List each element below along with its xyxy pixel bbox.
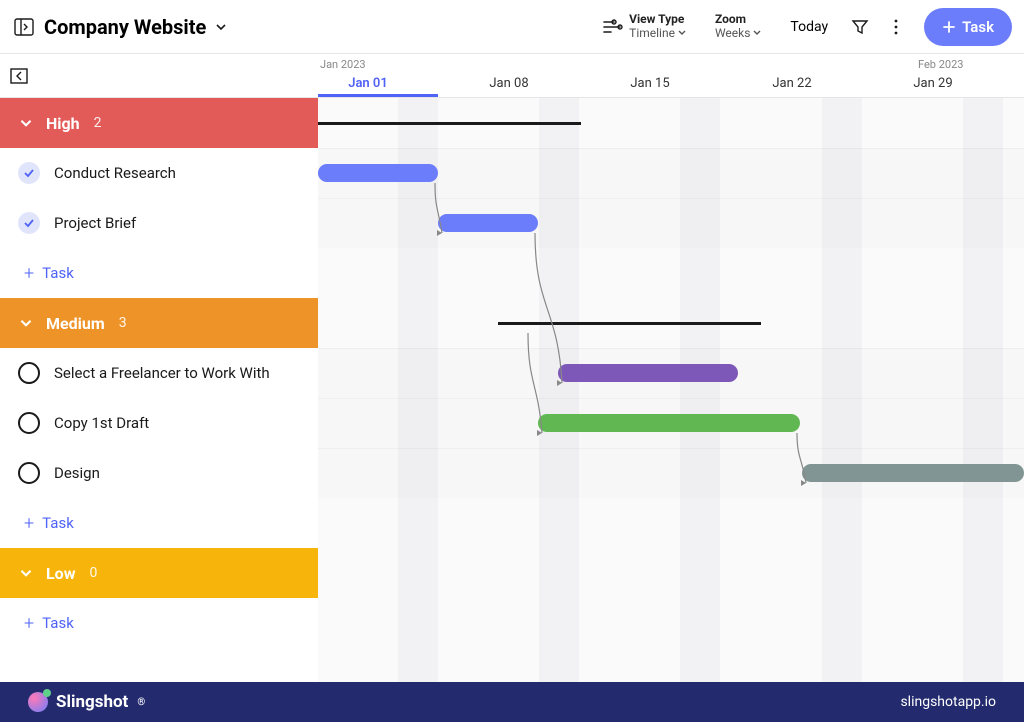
zoom-value: Weeks — [715, 27, 750, 40]
task-list-panel: High 2 Conduct Research Project Brief + Task… — [0, 54, 318, 682]
timeline-day-label[interactable]: Jan 29 — [913, 76, 952, 91]
add-task-label: Task — [962, 18, 994, 36]
add-task-label: Task — [42, 514, 74, 532]
task-check-done-icon[interactable] — [18, 162, 40, 184]
chevron-down-icon — [18, 315, 34, 331]
dependency-arrow — [787, 423, 822, 493]
gantt-bar[interactable] — [558, 364, 738, 382]
plus-icon: + — [24, 513, 34, 534]
collapse-panel-icon[interactable] — [10, 67, 28, 85]
timeline-day-label[interactable]: Jan 15 — [630, 76, 669, 91]
task-row[interactable]: Select a Freelancer to Work With — [0, 348, 318, 398]
view-type-value: Timeline — [629, 27, 675, 40]
task-check-done-icon[interactable] — [18, 212, 40, 234]
task-row[interactable]: Design — [0, 448, 318, 498]
gantt-bar[interactable] — [802, 464, 1024, 482]
group-count: 2 — [94, 115, 102, 131]
task-row[interactable]: Project Brief — [0, 198, 318, 248]
timeline-body[interactable] — [318, 98, 1024, 682]
chevron-down-icon — [18, 565, 34, 581]
dependency-arrow — [518, 323, 558, 443]
plus-icon: + — [24, 613, 34, 634]
task-check-open-icon[interactable] — [18, 462, 40, 484]
footer-url: slingshotapp.io — [900, 694, 996, 710]
timeline-panel: Jan 2023 Feb 2023 Jan 01 Jan 08 Jan 15 Jan 22… — [318, 54, 1024, 682]
view-type-selector[interactable]: View Type Timeline — [591, 13, 697, 39]
task-check-open-icon[interactable] — [18, 362, 40, 384]
chevron-down-icon — [677, 28, 687, 38]
chevron-down-icon — [752, 28, 762, 38]
group-header[interactable]: Low 0 — [0, 548, 318, 598]
group-header[interactable]: High 2 — [0, 98, 318, 148]
project-title-text: Company Website — [44, 15, 206, 39]
more-button[interactable] — [882, 13, 910, 41]
timeline-month-label: Feb 2023 — [918, 58, 963, 71]
dependency-arrow — [425, 173, 458, 243]
group-header[interactable]: Medium 3 — [0, 298, 318, 348]
add-task-button[interactable]: Task — [924, 8, 1012, 46]
zoom-selector[interactable]: Zoom Weeks — [705, 13, 772, 39]
group-name: High — [46, 114, 80, 133]
more-vertical-icon — [887, 18, 905, 36]
view-type-label: View Type — [629, 13, 687, 26]
timeline-day-label[interactable]: Jan 22 — [772, 76, 811, 91]
zoom-label: Zoom — [715, 13, 762, 26]
timeline-month-label: Jan 2023 — [320, 58, 366, 71]
task-label: Project Brief — [54, 214, 136, 232]
footer: Slingshot® slingshotapp.io — [0, 682, 1024, 722]
task-check-open-icon[interactable] — [18, 412, 40, 434]
sidebar-toggle-icon[interactable] — [12, 15, 36, 39]
footer-brand: Slingshot® — [28, 692, 145, 712]
task-row[interactable]: Copy 1st Draft — [0, 398, 318, 448]
plus-icon — [942, 20, 956, 34]
brand-logo-icon — [28, 692, 48, 712]
task-label: Copy 1st Draft — [54, 414, 149, 432]
timeline-header: Jan 2023 Feb 2023 Jan 01 Jan 08 Jan 15 Jan 22… — [318, 54, 1024, 98]
add-task-row[interactable]: + Task — [0, 598, 318, 648]
group-name: Low — [46, 564, 75, 583]
add-task-row[interactable]: + Task — [0, 498, 318, 548]
timeline-icon — [601, 16, 623, 38]
group-count: 0 — [89, 565, 97, 581]
today-button[interactable]: Today — [780, 19, 838, 35]
add-task-label: Task — [42, 614, 74, 632]
group-name: Medium — [46, 314, 105, 333]
filter-icon — [851, 18, 869, 36]
filter-button[interactable] — [846, 13, 874, 41]
task-label: Design — [54, 464, 100, 482]
task-label: Conduct Research — [54, 164, 176, 182]
timeline-day-label[interactable]: Jan 01 — [348, 76, 388, 91]
task-row[interactable]: Conduct Research — [0, 148, 318, 198]
gantt-bar[interactable] — [538, 414, 800, 432]
add-task-row[interactable]: + Task — [0, 248, 318, 298]
timeline-day-label[interactable]: Jan 08 — [489, 76, 528, 91]
gantt-bar[interactable] — [318, 164, 438, 182]
plus-icon: + — [24, 263, 34, 284]
today-label: Today — [790, 19, 828, 35]
chevron-down-icon — [214, 20, 228, 34]
chevron-down-icon — [18, 115, 34, 131]
add-task-label: Task — [42, 264, 74, 282]
project-title[interactable]: Company Website — [44, 15, 228, 39]
brand-name: Slingshot — [56, 692, 128, 712]
group-count: 3 — [119, 315, 127, 331]
task-label: Select a Freelancer to Work With — [54, 364, 270, 382]
group-summary-bar — [318, 122, 581, 125]
